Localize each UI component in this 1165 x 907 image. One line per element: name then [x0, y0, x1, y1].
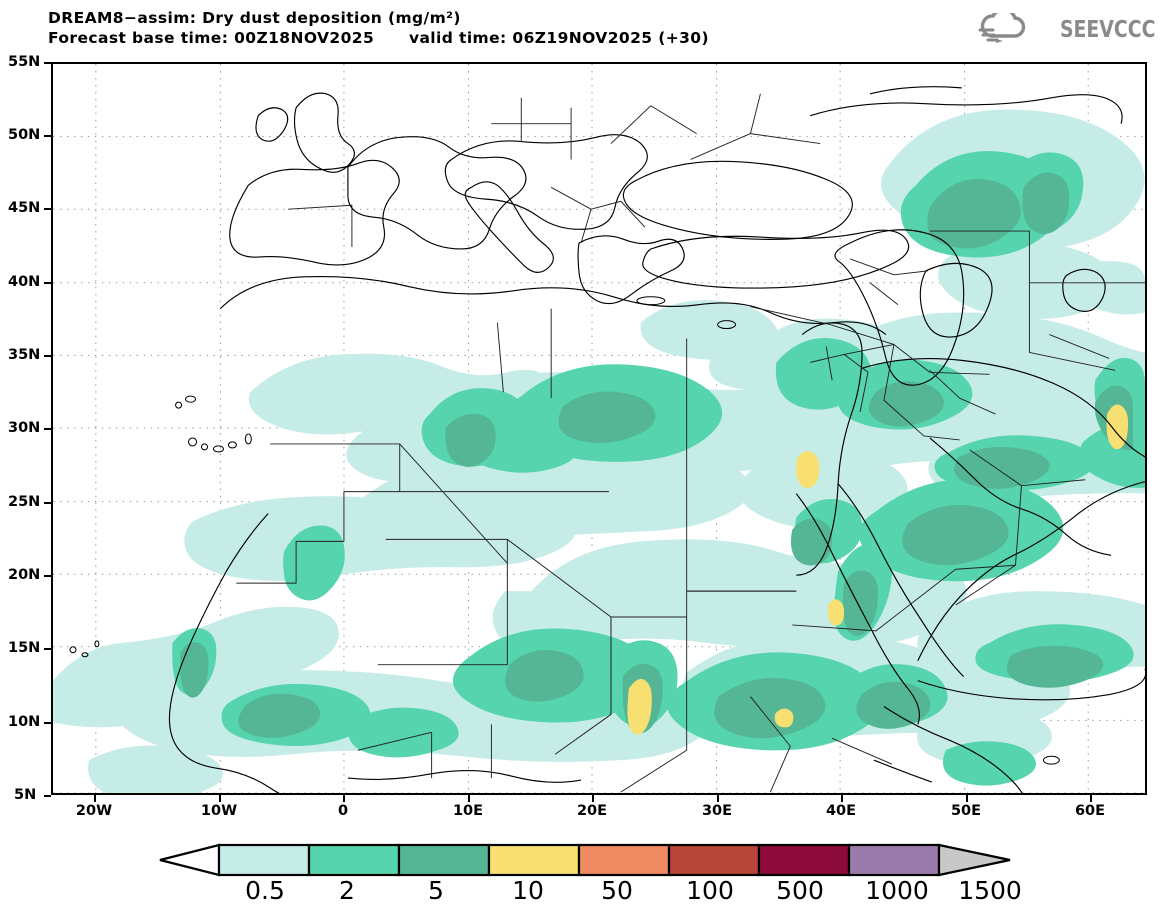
xtick-label-10e: 10E [452, 803, 484, 819]
ytick-mark-40n [44, 282, 51, 284]
colorbar-band-500-1000 [757, 843, 851, 877]
chart-header: DREAM8−assim: Dry dust deposition (mg/m²… [48, 8, 709, 48]
xtick-label-10w: 10W [200, 803, 238, 819]
ytick-mark-30n [44, 428, 51, 430]
xtick-label-30e: 30E [701, 803, 733, 819]
xtick-mark-20w [94, 795, 96, 802]
colorbar-band-5-10 [397, 843, 491, 877]
chart-subtitle: Forecast base time: 00Z18NOV2025 valid t… [48, 29, 709, 47]
colorbar-band-2-5 [307, 843, 401, 877]
ytick-mark-5n [44, 795, 51, 797]
xtick-mark-30e [717, 795, 719, 802]
colorbar-label-5: 5 [428, 876, 444, 905]
xtick-label-60e: 60E [1074, 803, 1106, 819]
colorbar-label-100: 100 [686, 876, 734, 905]
colorbar-band-100-500 [667, 843, 761, 877]
contour-band-50-100 [627, 404, 1129, 735]
colorbar[interactable]: 0.5 2 5 10 50 100 500 1000 1500 [0, 840, 1165, 905]
seevccc-logo: SEEVCCC [978, 8, 1155, 48]
ytick-mark-15n [44, 648, 51, 650]
colorbar-swatches [159, 843, 1011, 877]
xtick-label-20e: 20E [576, 803, 608, 819]
ytick-mark-10n [44, 722, 51, 724]
colorbar-label-2: 2 [339, 876, 355, 905]
cloud-wind-icon [976, 8, 1032, 47]
map-plot-area[interactable] [51, 62, 1147, 795]
colorbar-band-50-100 [577, 843, 671, 877]
xtick-mark-60e [1090, 795, 1092, 802]
chart-title: DREAM8−assim: Dry dust deposition (mg/m²… [48, 9, 461, 27]
colorbar-label-10: 10 [512, 876, 544, 905]
xtick-label-20w: 20W [75, 803, 113, 819]
ytick-mark-35n [44, 355, 51, 357]
ytick-mark-45n [44, 208, 51, 210]
xtick-mark-0 [343, 795, 345, 802]
xtick-mark-10w [219, 795, 221, 802]
colorbar-cap-high [937, 843, 1011, 877]
map-coastlines [69, 86, 1145, 793]
ytick-mark-20n [44, 575, 51, 577]
colorbar-label-1000: 1000 [865, 876, 929, 905]
colorbar-band-10-50 [487, 843, 581, 877]
xtick-mark-50e [966, 795, 968, 802]
xtick-label-40e: 40E [825, 803, 857, 819]
colorbar-cap-low [159, 843, 221, 877]
map-borders [236, 93, 1145, 793]
colorbar-band-0.5-2 [217, 843, 311, 877]
ytick-mark-55n [44, 62, 51, 64]
xtick-label-50e: 50E [950, 803, 982, 819]
xtick-label-0: 0 [337, 803, 349, 819]
logo-text: SEEVCCC [1059, 17, 1155, 43]
xtick-mark-40e [841, 795, 843, 802]
colorbar-label-500: 500 [776, 876, 824, 905]
colorbar-band-1000-1500 [847, 843, 941, 877]
xtick-mark-20e [592, 795, 594, 802]
xtick-mark-10e [468, 795, 470, 802]
dust-deposition-map [53, 64, 1145, 793]
colorbar-label-1500: 1500 [958, 876, 1022, 905]
ytick-mark-50n [44, 135, 51, 137]
colorbar-label-50: 50 [601, 876, 633, 905]
colorbar-label-0.5: 0.5 [245, 876, 285, 905]
ytick-mark-25n [44, 502, 51, 504]
contour-band-5-10 [180, 172, 1134, 739]
